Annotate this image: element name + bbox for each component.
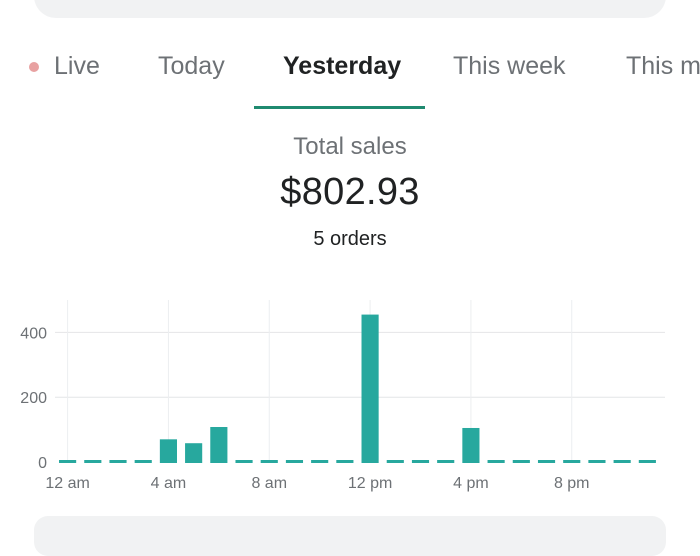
tab-this-month[interactable]: This m [626,52,700,80]
x-tick-label: 4 am [151,475,187,492]
bar-zero-6-pm [512,460,530,463]
x-axis: 12 am 4 am 8 am 12 pm 4 pm 8 pm [45,475,589,492]
bar-zero-9-pm [588,460,606,463]
bar-zero-8-pm [563,460,581,463]
bar-zero-3-am [134,460,152,463]
chart-grid [55,300,665,462]
bar-zero-10-am [311,460,329,463]
bar-zero-7-am [235,460,253,463]
sales-bar-chart: 0 200 400 12 am 4 am 8 am 12 pm 4 pm 8 pm [20,300,665,492]
bar-zero-12-am [59,460,77,463]
x-tick-label: 8 am [251,475,287,492]
x-tick-label: 4 pm [453,475,489,492]
date-range-tabs: Live Today Yesterday This week This m [0,40,700,112]
x-tick-label: 12 pm [348,475,392,492]
bar-zero-8-am [260,460,278,463]
total-sales-amount: $802.93 [280,171,420,213]
bottom-card [34,516,666,556]
bar-zero-3-pm [437,460,455,463]
sales-summary: Total sales $802.93 5 orders [0,130,700,251]
bar-zero-2-pm [411,460,430,463]
y-axis: 0 200 400 [20,325,47,472]
bar-4-pm [462,427,480,463]
bar-12-pm [361,314,379,463]
y-tick-label: 400 [20,325,47,342]
tab-today[interactable]: Today [158,52,225,80]
tab-this-week[interactable]: This week [453,52,566,80]
active-tab-indicator [254,106,425,109]
bar-zero-9-am [285,460,304,463]
y-tick-label: 0 [38,455,47,472]
bar-zero-1-pm [386,460,404,463]
bar-4-am [159,439,177,463]
bar-6-am [210,427,228,463]
bar-5-am [185,443,203,463]
chart-bars [59,314,656,463]
order-count: 5 orders [313,228,387,250]
bar-zero-11-am [336,460,354,463]
tab-yesterday[interactable]: Yesterday [283,52,402,80]
tab-live[interactable]: Live [54,52,100,80]
bar-zero-2-am [109,460,127,463]
bar-zero-1-am [84,460,102,463]
top-card [34,0,666,18]
y-tick-label: 200 [20,390,47,407]
bar-zero-5-pm [487,460,505,463]
x-tick-label: 12 am [45,475,89,492]
x-tick-label: 8 pm [554,475,590,492]
summary-title: Total sales [293,133,407,160]
live-indicator-icon [29,62,39,72]
bar-zero-7-pm [537,460,556,463]
bar-zero-11-pm [638,460,656,463]
bar-zero-10-pm [613,460,631,463]
